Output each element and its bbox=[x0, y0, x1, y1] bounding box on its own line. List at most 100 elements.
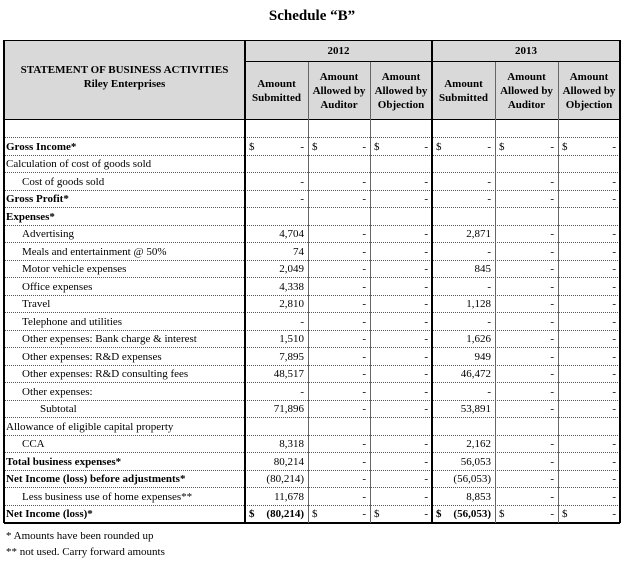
amount-value: - bbox=[300, 315, 304, 328]
amount-value: - bbox=[550, 280, 554, 293]
amount-value: (80,214) bbox=[266, 508, 304, 521]
currency-sign: $ bbox=[249, 508, 255, 521]
amount-value: - bbox=[424, 490, 428, 503]
currency-sign: $ bbox=[499, 508, 505, 521]
amount-cell: - bbox=[370, 331, 432, 349]
amount-cell: - bbox=[370, 401, 432, 419]
amount-cell: - bbox=[558, 313, 620, 331]
amount-value: - bbox=[487, 140, 491, 153]
row-label: Subtotal bbox=[40, 403, 77, 416]
amount-cell: - bbox=[558, 348, 620, 366]
row-line bbox=[4, 120, 620, 138]
amount-cell: - bbox=[308, 436, 370, 454]
amount-cell: - bbox=[308, 191, 370, 209]
amount-cell: $ - bbox=[495, 138, 558, 156]
amount-value: 53,891 bbox=[460, 403, 491, 416]
amount-value: 46,472 bbox=[460, 368, 491, 381]
amount-cell: - bbox=[495, 296, 558, 314]
amount-cell: - bbox=[308, 278, 370, 296]
amount-value: - bbox=[550, 228, 554, 241]
amount-cell: - bbox=[495, 471, 558, 489]
amount-cell: 71,896 bbox=[245, 401, 308, 419]
amount-cell: $ - bbox=[245, 138, 308, 156]
amount-value: - bbox=[487, 315, 491, 328]
amount-cell: - bbox=[495, 313, 558, 331]
amount-value: 2,162 bbox=[466, 438, 491, 451]
row-label: Other expenses: Bank charge & interest bbox=[22, 333, 197, 346]
amount-value: - bbox=[487, 245, 491, 258]
amount-cell: - bbox=[495, 401, 558, 419]
amount-value: - bbox=[612, 455, 616, 468]
amount-cell: - bbox=[308, 243, 370, 261]
amount-cell: - bbox=[558, 436, 620, 454]
row-line bbox=[4, 313, 620, 331]
row-line bbox=[4, 436, 620, 453]
amount-value: 48,517 bbox=[273, 368, 304, 381]
column-header: Amount Submitted bbox=[252, 78, 301, 104]
row-line bbox=[4, 156, 620, 173]
row-label: Advertising bbox=[22, 228, 74, 241]
header-band bbox=[4, 40, 620, 120]
amount-cell: - bbox=[558, 453, 620, 471]
amount-cell: 8,853 bbox=[432, 488, 495, 506]
amount-value: 845 bbox=[474, 263, 492, 276]
footnote: ** not used. Carry forward amounts bbox=[6, 546, 165, 558]
column-line bbox=[431, 40, 433, 523]
amount-cell: - bbox=[558, 173, 620, 191]
amount-cell: - bbox=[308, 366, 370, 384]
amount-value: 2,049 bbox=[279, 263, 304, 276]
amount-value: - bbox=[550, 455, 554, 468]
amount-cell: - bbox=[308, 313, 370, 331]
amount-value: 56,053 bbox=[460, 455, 491, 468]
amount-value: - bbox=[424, 333, 428, 346]
amount-value: - bbox=[612, 473, 616, 486]
currency-sign: $ bbox=[436, 508, 442, 521]
amount-cell: - bbox=[495, 383, 558, 401]
row-label: Other expenses: bbox=[22, 385, 93, 398]
amount-value: - bbox=[612, 508, 616, 521]
amount-cell: 2,871 bbox=[432, 226, 495, 244]
company-name: Riley Enterprises bbox=[83, 78, 166, 90]
amount-value: - bbox=[487, 175, 491, 188]
row-line bbox=[4, 208, 620, 226]
amount-value: - bbox=[612, 263, 616, 276]
amount-value: - bbox=[424, 175, 428, 188]
amount-value: - bbox=[424, 193, 428, 206]
title: Schedule “B” bbox=[268, 8, 356, 24]
amount-value: 11,678 bbox=[274, 490, 304, 503]
amount-value: 80,214 bbox=[273, 455, 304, 468]
amount-value: 8,318 bbox=[279, 438, 304, 451]
currency-sign: $ bbox=[249, 140, 255, 153]
amount-cell: - bbox=[558, 488, 620, 506]
amount-cell: 4,704 bbox=[245, 226, 308, 244]
amount-value: - bbox=[362, 315, 366, 328]
currency-sign: $ bbox=[312, 140, 318, 153]
statement-title: STATEMENT OF BUSINESS ACTIVITIES bbox=[20, 64, 229, 76]
amount-cell: $ (56,053) bbox=[432, 506, 495, 524]
amount-cell: - bbox=[370, 173, 432, 191]
row-line bbox=[4, 243, 620, 261]
amount-value: - bbox=[487, 385, 491, 398]
amount-cell: - bbox=[495, 226, 558, 244]
amount-value: - bbox=[550, 263, 554, 276]
row-line bbox=[4, 348, 620, 366]
row-label: Travel bbox=[22, 298, 51, 311]
amount-cell: 11,678 bbox=[245, 488, 308, 506]
row-label: Cost of goods sold bbox=[22, 175, 105, 188]
amount-cell: 4,338 bbox=[245, 278, 308, 296]
amount-value: - bbox=[612, 245, 616, 258]
row-label: Other expenses: R&D expenses bbox=[22, 350, 162, 363]
amount-cell: - bbox=[495, 366, 558, 384]
amount-value: - bbox=[424, 298, 428, 311]
amount-cell: - bbox=[370, 278, 432, 296]
amount-value: - bbox=[612, 350, 616, 363]
amount-value: 1,128 bbox=[466, 298, 491, 311]
amount-value: - bbox=[362, 438, 366, 451]
amount-value: - bbox=[362, 175, 366, 188]
amount-value: - bbox=[362, 245, 366, 258]
amount-value: - bbox=[362, 350, 366, 363]
amount-cell: 1,128 bbox=[432, 296, 495, 314]
amount-value: 2,810 bbox=[279, 298, 304, 311]
amount-value: - bbox=[612, 175, 616, 188]
amount-value: - bbox=[362, 508, 366, 521]
